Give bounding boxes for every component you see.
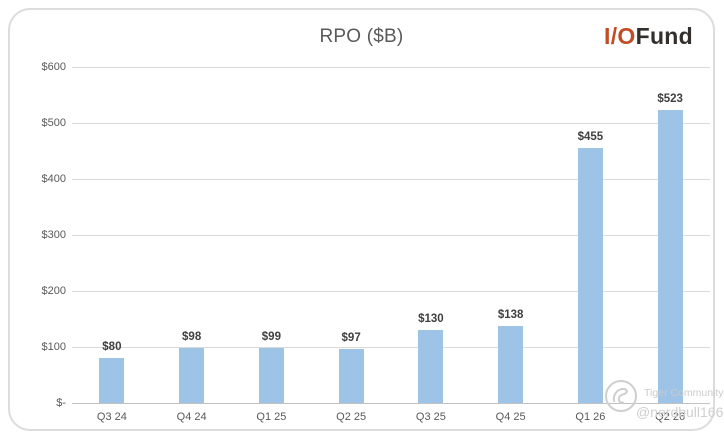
x-tick-label: Q4 24 (176, 411, 207, 423)
iofund-logo-text: Fund (635, 23, 693, 49)
chart-card: RPO ($B) I/OFund $- $100 $200 $300 $400 $500 $… (8, 8, 715, 431)
x-tick-label: Q2 26 (655, 411, 686, 423)
x-axis-line (72, 402, 710, 404)
iofund-logo-accent: I/O (604, 23, 636, 49)
chart-bar (258, 347, 284, 403)
x-tick-label: Q1 26 (575, 411, 606, 423)
chart-title: RPO ($B) (319, 26, 404, 47)
watermark-community-name: Tiger Community (644, 387, 724, 399)
gridline (72, 234, 710, 236)
bar-value-label: $455 (577, 131, 604, 144)
y-tick-label: $500 (41, 117, 66, 129)
x-tick-label: Q4 25 (495, 411, 526, 423)
bar-value-label: $138 (497, 308, 524, 321)
gridline (72, 290, 710, 292)
chart-bar (179, 348, 205, 403)
y-tick-label: $300 (41, 229, 66, 241)
chart-bar (338, 348, 364, 403)
y-tick-label: $400 (41, 173, 66, 185)
gridline (72, 122, 710, 124)
bar-value-label: $80 (102, 341, 122, 354)
x-tick-label: Q3 24 (96, 411, 127, 423)
y-tick-label: $200 (41, 285, 66, 297)
gridline (72, 178, 710, 180)
tiger-community-icon (605, 380, 637, 412)
chart-bar (577, 148, 603, 403)
watermark-handle: @nerdbull1669 (636, 404, 724, 420)
chart-bar (657, 110, 683, 403)
bar-value-label: $97 (341, 331, 361, 344)
x-tick-label: Q2 25 (336, 411, 367, 423)
gridline (72, 346, 710, 348)
chart-bar (99, 358, 125, 403)
chart-bar (498, 325, 524, 403)
bar-value-label: $98 (182, 331, 202, 344)
y-tick-label: $100 (41, 341, 66, 353)
y-axis-labels: $- $100 $200 $300 $400 $500 $600 (18, 61, 66, 409)
chart-bar (418, 330, 444, 403)
y-tick-label: $600 (41, 61, 66, 73)
plot-area: $80 Q3 24 $98 Q4 24 $99 Q1 25 $97 Q2 25 $130 Q3 2… (72, 66, 710, 423)
x-tick-label: Q3 25 (415, 411, 446, 423)
bar-value-label: $523 (657, 93, 683, 106)
bar-value-label: $130 (418, 313, 444, 326)
x-tick-label: Q1 25 (256, 411, 287, 423)
gridline (72, 66, 710, 68)
bar-value-label: $99 (261, 330, 281, 343)
iofund-logo: I/OFund (604, 23, 693, 50)
y-tick-label: $- (56, 397, 66, 409)
